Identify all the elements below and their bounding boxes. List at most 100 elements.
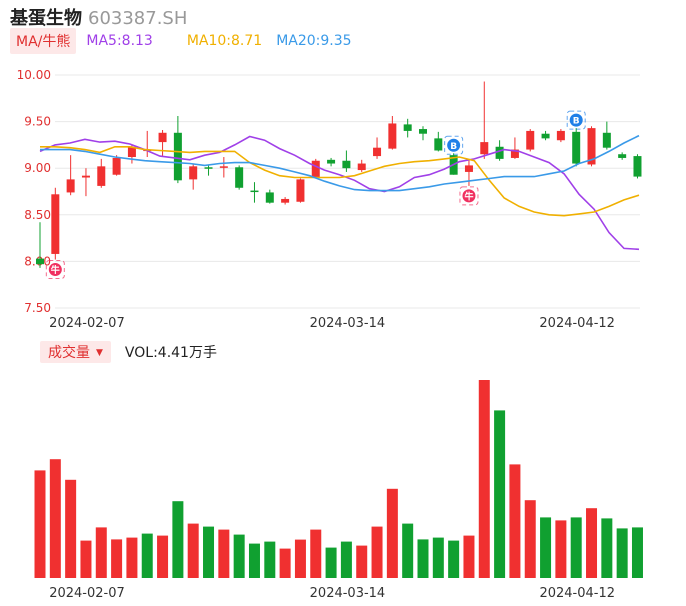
volume-bar [65,479,77,578]
candle-body [602,132,611,148]
marker-frame [45,260,65,280]
volume-indicator-dropdown[interactable]: 成交量 ▼ [40,341,111,363]
x-tick-label: 2024-03-14 [310,316,386,331]
volume-x-tick-label: 2024-04-12 [539,586,615,601]
ma-legend: MA/牛熊 MA5:8.13 MA10:8.71 MA20:9.35 [10,28,352,54]
volume-bar [34,470,46,578]
stock-code: 603387.SH [88,8,188,29]
volume-bar [432,537,444,578]
candle-body [127,146,136,158]
volume-bar [494,410,506,578]
y-tick-label: 8.50 [24,208,51,222]
volume-bar [95,527,107,578]
marker-label: 牛 [51,264,60,276]
candle-body [419,129,427,134]
candle-body [250,190,259,193]
volume-bar [172,501,184,578]
candle-body [373,147,382,157]
candle-body [464,165,473,172]
bull-marker-icon: 牛 [459,186,479,206]
caret-down-icon: ▼ [96,348,103,358]
ma10-line [40,146,640,217]
volume-bar [540,517,552,578]
candle-body [388,123,397,149]
marker-dot [447,138,461,152]
candle-body [158,132,167,143]
volume-bar [631,527,643,578]
candle-body [173,132,182,181]
candle-body [51,194,60,254]
candle-body [526,130,535,150]
candle-body [480,142,489,155]
candle-body [235,167,244,188]
volume-bar [570,517,582,578]
volume-bar [524,500,536,578]
ma10-legend-label: MA10:8.71 [186,33,263,49]
marker-dot [569,113,583,127]
candle-body [556,130,565,141]
volume-bar [509,464,521,578]
x-tick-label: 2024-04-12 [539,316,615,331]
volume-bar [463,535,475,578]
volume-bar [386,488,398,578]
marker-dot [48,263,62,277]
volume-indicator-label: 成交量 [48,345,90,361]
volume-bar [126,537,138,578]
y-tick-label: 9.50 [24,115,51,129]
candle-body [541,133,550,139]
candle-body [434,138,443,151]
candle-body [495,146,504,159]
buy-signal-icon: B [566,110,586,130]
candle-body [633,156,642,177]
volume-bar [187,523,199,578]
ma20-legend-label: MA20:9.35 [276,33,352,49]
volume-bar [203,526,215,578]
volume-bar [448,540,460,578]
volume-bar [218,529,230,578]
volume-bar [325,547,337,578]
volume-bar [586,508,598,578]
volume-legend: 成交量 ▼ VOL:4.41万手 [40,341,217,363]
candle-body [618,154,627,158]
candle-body [403,124,412,131]
candle-body [265,192,274,203]
volume-x-tick-label: 2024-02-07 [49,586,125,601]
candle-body [66,179,75,193]
volume-bar [417,539,429,578]
volume-bar [157,535,169,578]
ma20-line [40,134,640,192]
ma5-line [39,135,640,251]
ma-toggle-button[interactable]: MA/牛熊 [10,28,77,54]
candle-body [296,179,305,202]
volume-bar [340,541,352,578]
volume-bar [279,548,291,578]
candle-body [572,131,581,164]
buy-signal-icon: B [444,135,464,155]
y-tick-label: 10.00 [17,68,51,82]
candle-body [189,166,198,180]
volume-bar [264,541,276,578]
volume-bar [80,540,92,578]
candle-body [219,166,228,168]
ma5-legend-label: MA5:8.13 [86,33,153,49]
volume-bar [356,545,368,578]
y-tick-label: 7.50 [24,301,51,315]
volume-bar [141,533,153,578]
candle-body [357,163,366,171]
marker-label: B [450,142,457,152]
candle-body [510,149,519,158]
volume-bar [601,518,613,578]
candle-body [587,128,596,165]
marker-frame [444,135,464,155]
volume-bar [111,539,123,578]
marker-dot [462,189,476,203]
volume-bar [478,380,490,578]
volume-bar [310,529,322,578]
volume-bar [616,528,628,578]
stock-name: 基蛋生物 [10,8,82,29]
x-tick-label: 2024-02-07 [49,316,125,331]
volume-value-label: VOL:4.41万手 [124,345,217,361]
candle-body [97,166,106,186]
marker-label: B [573,117,580,127]
